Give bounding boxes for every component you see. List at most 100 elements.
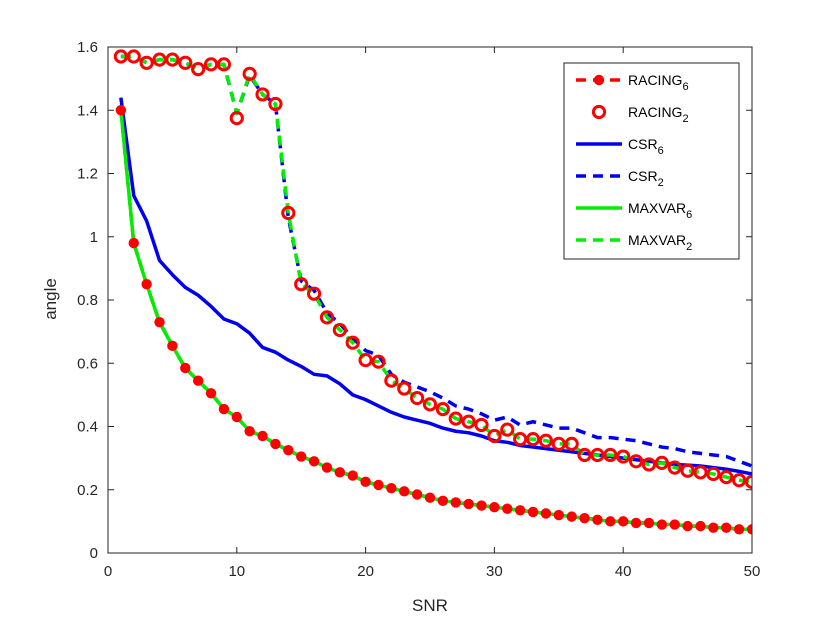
- y-tick-label: 0.2: [77, 482, 98, 499]
- data-point-racing-2: [693, 465, 708, 480]
- legend-entry-label: RACING2: [628, 104, 689, 125]
- data-point-racing-6: [360, 476, 371, 488]
- legend-entry-label: MAXVAR6: [628, 200, 692, 221]
- data-point-racing-2: [255, 87, 270, 102]
- data-point-racing-2: [294, 277, 309, 292]
- data-point-racing-6: [489, 501, 500, 513]
- data-point-racing-6: [721, 522, 732, 533]
- data-point-racing-2: [487, 428, 502, 444]
- data-point-racing-6: [540, 508, 552, 519]
- data-point-racing-2: [422, 397, 438, 412]
- data-point-racing-6: [154, 316, 165, 328]
- y-tick-label: 0.6: [77, 355, 98, 372]
- data-point-racing-2: [448, 411, 463, 426]
- data-point-racing-6: [579, 513, 590, 524]
- legend-swatch-marker: [591, 104, 607, 120]
- series-line-csr-6: [119, 97, 752, 476]
- series-line-csr-2: [120, 54, 752, 468]
- data-point-racing-2: [139, 55, 154, 70]
- data-point-racing-2: [577, 447, 592, 463]
- y-tick-label: 1: [90, 229, 98, 246]
- data-point-racing-2: [229, 111, 244, 126]
- legend-box: [563, 62, 740, 260]
- data-point-racing-6: [321, 462, 333, 473]
- data-point-racing-6: [450, 497, 461, 508]
- data-point-racing-6: [695, 520, 706, 532]
- data-point-racing-2: [242, 66, 257, 81]
- data-point-racing-6: [115, 105, 127, 116]
- series-line-maxvar-2: [120, 54, 752, 484]
- data-point-racing-2: [525, 432, 541, 447]
- legend-entry-label: CSR2: [628, 168, 664, 189]
- data-point-racing-6: [643, 517, 655, 529]
- y-tick-label: 0.4: [77, 419, 98, 436]
- data-point-racing-2: [513, 432, 528, 447]
- data-point-racing-2: [410, 390, 425, 406]
- data-point-racing-2: [126, 49, 141, 64]
- data-point-racing-6: [553, 509, 564, 521]
- data-point-racing-6: [141, 278, 152, 290]
- legend-entry-label: MAXVAR2: [628, 232, 692, 253]
- data-point-racing-2: [178, 55, 193, 70]
- data-point-racing-2: [435, 402, 450, 417]
- data-point-racing-2: [603, 447, 618, 463]
- data-point-racing-2: [191, 62, 206, 77]
- data-point-racing-6: [592, 514, 603, 525]
- data-point-racing-2: [590, 447, 605, 463]
- data-point-racing-2: [461, 414, 476, 429]
- x-tick-label: 0: [104, 563, 112, 580]
- data-point-racing-6: [682, 520, 693, 532]
- data-point-racing-2: [268, 96, 283, 112]
- data-point-racing-2: [203, 57, 219, 72]
- data-point-racing-6: [424, 492, 436, 503]
- data-point-racing-2: [706, 466, 721, 482]
- data-point-racing-6: [308, 456, 320, 467]
- y-axis-label: angle: [41, 278, 60, 320]
- data-point-racing-6: [618, 516, 629, 527]
- data-point-racing-6: [231, 411, 242, 423]
- data-point-racing-2: [165, 52, 180, 67]
- data-point-racing-6: [399, 486, 410, 497]
- data-point-racing-2: [384, 373, 399, 388]
- x-tick-label: 10: [228, 563, 245, 580]
- data-point-racing-2: [628, 454, 644, 469]
- x-tick-label: 30: [486, 563, 503, 580]
- data-point-racing-2: [113, 49, 128, 64]
- data-point-racing-6: [167, 340, 178, 352]
- data-point-racing-2: [345, 335, 360, 350]
- data-point-racing-6: [192, 375, 204, 386]
- data-point-racing-6: [257, 430, 268, 442]
- data-point-racing-2: [216, 57, 232, 72]
- legend-entry-label: RACING6: [628, 72, 689, 93]
- x-tick-label: 20: [357, 563, 374, 580]
- data-point-racing-2: [744, 474, 752, 489]
- data-point-racing-6: [347, 470, 358, 481]
- data-point-racing-6: [605, 516, 616, 527]
- data-point-racing-6: [296, 451, 307, 462]
- data-point-racing-2: [319, 310, 335, 325]
- legend-entry-label: CSR6: [628, 136, 664, 157]
- y-tick-label: 0.8: [77, 292, 98, 309]
- data-point-racing-6: [128, 237, 139, 249]
- data-point-racing-2: [654, 455, 669, 470]
- data-point-racing-2: [474, 417, 489, 433]
- data-point-racing-2: [680, 463, 695, 478]
- data-point-racing-6: [244, 426, 255, 437]
- x-tick-label: 50: [744, 563, 761, 580]
- y-tick-label: 1.2: [77, 166, 98, 183]
- data-point-racing-2: [564, 436, 579, 451]
- data-point-racing-2: [667, 460, 682, 475]
- plot-area: [113, 49, 752, 535]
- legend: RACING6 RACING2 CSR6 CSR2 MAXVAR6 MAXVAR2: [563, 62, 740, 260]
- y-tick-label: 0: [90, 545, 98, 562]
- series-group: [113, 49, 752, 535]
- data-point-racing-6: [218, 403, 230, 415]
- data-point-racing-6: [708, 522, 719, 533]
- data-point-racing-6: [476, 500, 487, 511]
- data-point-racing-6: [373, 479, 384, 491]
- data-point-racing-2: [358, 352, 373, 368]
- data-point-racing-2: [732, 473, 747, 488]
- data-point-racing-6: [205, 388, 217, 399]
- data-point-racing-2: [641, 457, 657, 472]
- data-point-racing-6: [669, 519, 680, 530]
